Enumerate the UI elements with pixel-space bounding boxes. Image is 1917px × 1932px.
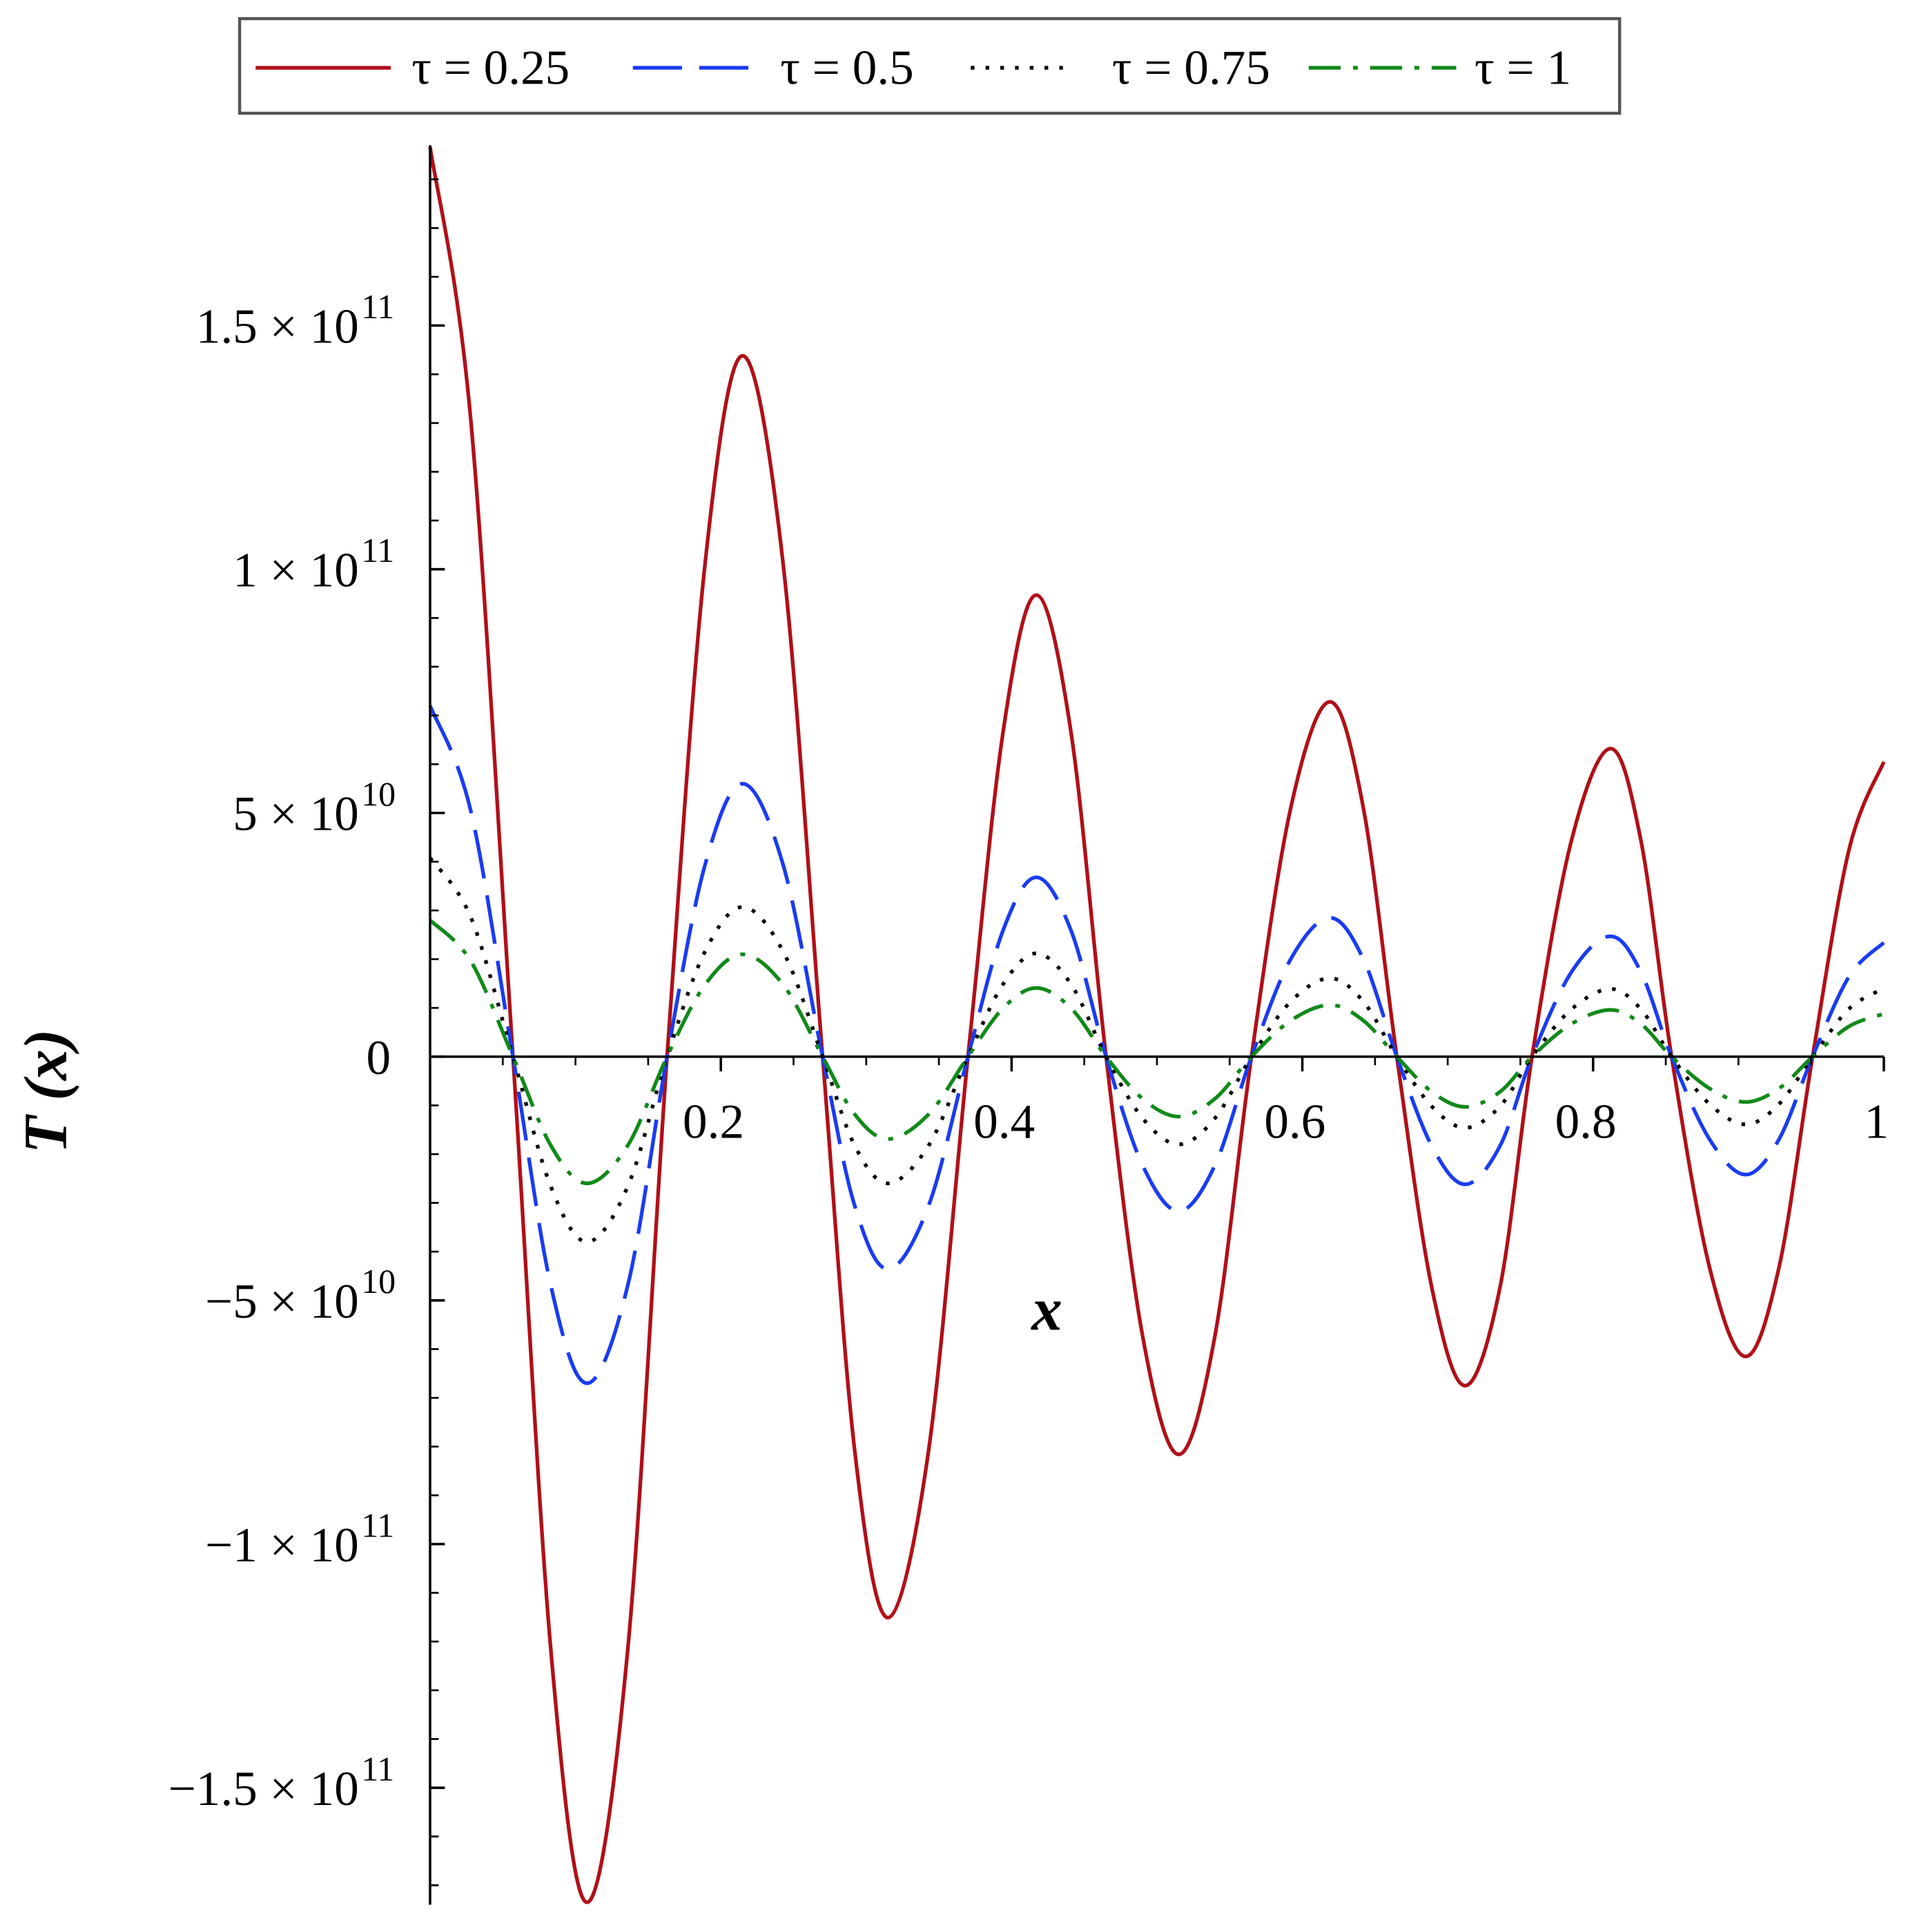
- y-tick-exponent: 11: [361, 1506, 394, 1544]
- data-line: [428, 857, 1885, 1244]
- x-tick-label: 0.8: [1555, 1095, 1617, 1149]
- y-axis-title: T (x): [12, 1029, 80, 1153]
- x-tick-label: 0.4: [973, 1095, 1035, 1149]
- legend-label: τ = 0.25: [411, 41, 570, 95]
- y-tick-label: 5 × 10: [233, 788, 359, 841]
- y-tick-exponent: 10: [361, 775, 396, 813]
- legend-label: τ = 0.5: [780, 41, 913, 95]
- y-tick-label: 0: [366, 1031, 391, 1085]
- y-tick-exponent: 11: [361, 1750, 394, 1788]
- data-line: [429, 919, 1885, 1186]
- x-tick-label: 1: [1864, 1095, 1889, 1149]
- legend-label: τ = 0.75: [1112, 41, 1270, 95]
- y-tick-exponent: 11: [361, 288, 394, 326]
- y-tick-label: 1.5 × 10: [196, 300, 359, 354]
- data-line: [428, 146, 1886, 1904]
- x-tick-label: 0.2: [683, 1095, 744, 1149]
- x-tick-label: 0.6: [1264, 1095, 1325, 1149]
- y-tick-label: −1 × 10: [205, 1519, 359, 1572]
- x-axis-title: x: [1030, 1276, 1062, 1343]
- legend-label: τ = 1: [1475, 41, 1571, 95]
- y-tick-exponent: 11: [361, 531, 394, 569]
- y-tick-exponent: 10: [361, 1262, 396, 1300]
- y-tick-label: −1.5 × 10: [168, 1762, 359, 1816]
- y-tick-label: −5 × 10: [205, 1275, 359, 1329]
- data-line: [428, 705, 1885, 1385]
- y-tick-label: 1 × 10: [233, 544, 359, 598]
- plot-area: [428, 146, 1886, 1904]
